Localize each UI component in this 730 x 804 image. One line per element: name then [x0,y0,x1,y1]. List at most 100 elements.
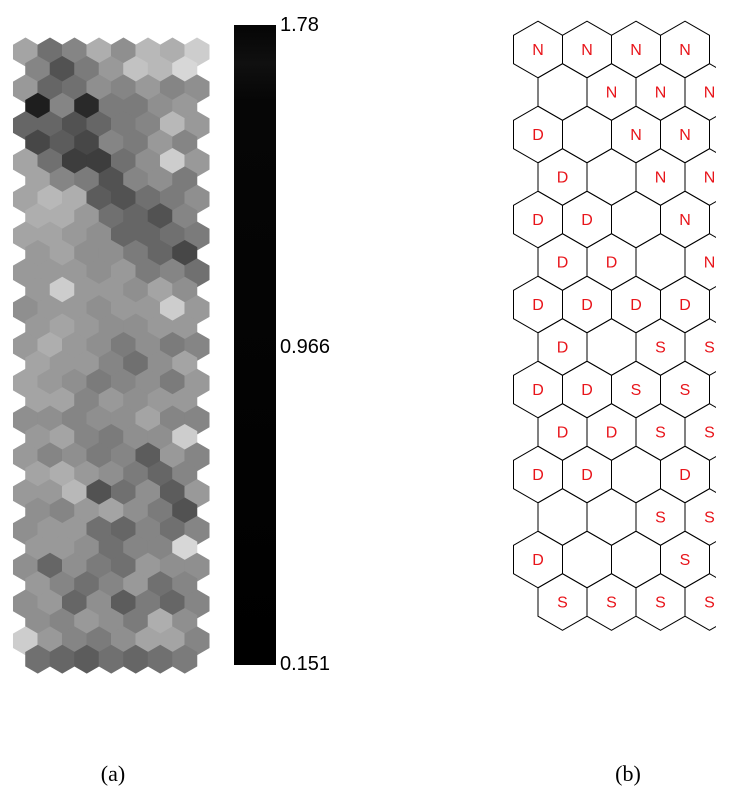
cell-class-label: S [680,552,691,569]
umatrix-cell [37,147,63,177]
umatrix-cell [25,92,51,122]
umatrix-cell [98,313,124,343]
colorbar-mid-label: 0.966 [280,336,330,358]
umatrix-cell [37,184,63,214]
umatrix-cell [12,515,39,545]
umatrix-cell [159,368,186,398]
cell-class-label: D [679,467,691,484]
umatrix-cell [12,74,39,104]
cell-class-label: D [606,425,618,442]
umatrix-cell [49,92,75,122]
umatrix-cell [98,129,124,159]
umatrix-cell [159,515,186,545]
umatrix-cell [86,295,112,325]
umatrix-cell [12,111,39,141]
umatrix-cell [49,203,75,233]
umatrix-cell [147,239,173,269]
label-map-cell [562,105,612,164]
umatrix-cell [37,479,63,509]
umatrix-cell [74,55,100,85]
umatrix-cell [110,331,137,361]
umatrix-cell [49,423,75,453]
umatrix-cell [86,37,112,67]
colorbar-min-label: 0.151 [280,653,330,675]
cell-class-label: N [581,42,593,59]
umatrix-cell [25,644,51,674]
umatrix-cell [37,258,63,288]
umatrix-cell [74,350,100,380]
umatrix-cell [172,129,198,159]
umatrix-cell [12,479,39,509]
umatrix-cell [49,239,75,269]
umatrix-cell [110,405,137,435]
cell-class-label: S [704,425,715,442]
label-map-cell [611,190,661,249]
cell-class-label: D [557,170,569,187]
umatrix-cell [12,626,39,656]
umatrix-cell [12,184,39,214]
umatrix-cell [98,55,124,85]
umatrix-cell [25,55,51,85]
umatrix-cell [37,295,63,325]
umatrix-cell [135,74,161,104]
umatrix-cell [184,515,210,545]
umatrix-cell [147,55,173,85]
cell-class-label: S [704,595,715,612]
umatrix-cell [172,423,198,453]
umatrix-cell [61,258,88,288]
umatrix-cell [74,203,100,233]
umatrix-cell [123,129,149,159]
label-map-cell [537,63,588,121]
umatrix-cell [74,644,100,674]
umatrix-cell [61,37,88,67]
umatrix-cell [37,626,63,656]
umatrix-cell [25,313,51,343]
label-map-cell [635,233,686,291]
umatrix-cell [25,276,51,306]
umatrix-cell [123,92,149,122]
umatrix-cell [172,534,198,564]
umatrix-cell [135,626,161,656]
cell-class-label: D [679,297,691,314]
umatrix-cell [172,239,198,269]
umatrix-cell [74,387,100,417]
cell-class-label: D [532,552,544,569]
umatrix-cell [172,166,198,196]
umatrix-cell [98,607,124,637]
umatrix-cell [25,166,51,196]
umatrix-cell [86,331,112,361]
umatrix-cell [135,184,161,214]
umatrix-cell [172,460,198,490]
umatrix-cell [184,111,210,141]
umatrix-cell [110,295,137,325]
umatrix-cell [49,55,75,85]
umatrix-cell [135,589,161,619]
label-map-cell [586,148,637,206]
umatrix-cell [98,534,124,564]
umatrix-cell [184,147,210,177]
umatrix-cell [110,184,137,214]
umatrix-cell [49,534,75,564]
umatrix-cell [12,589,39,619]
umatrix-cell [159,589,186,619]
umatrix-cell [184,589,210,619]
umatrix-cell [172,497,198,527]
umatrix-cell [98,276,124,306]
cell-class-label: N [679,212,691,229]
umatrix-cell [86,626,112,656]
umatrix-cell [184,295,210,325]
cell-class-label: D [532,127,544,144]
umatrix-cell [25,239,51,269]
umatrix-cell [49,607,75,637]
umatrix-cell [86,184,112,214]
umatrix-cell [49,571,75,601]
umatrix-cell [61,442,88,472]
umatrix-cell [159,147,186,177]
cell-class-label: S [655,510,666,527]
umatrix-cell [12,552,39,582]
umatrix-cell [147,571,173,601]
umatrix-cell [61,74,88,104]
umatrix-cell [86,442,112,472]
cell-class-label: D [581,212,593,229]
